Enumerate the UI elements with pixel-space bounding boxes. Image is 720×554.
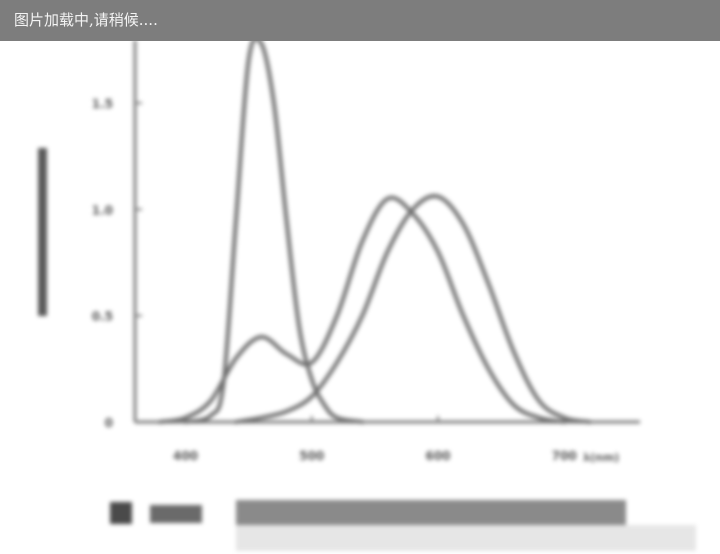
x-tick-label: 500 — [299, 449, 324, 463]
y-tick-label: 0.5 — [92, 310, 113, 324]
chart-decorations — [38, 148, 696, 551]
caption-number-mark — [150, 505, 202, 523]
chart-tick-labels: 0 0.5 1.0 1.5 400 500 600 700 λ(nm) — [92, 97, 620, 464]
series-line-3 — [234, 194, 592, 424]
caption-second-line-mark — [236, 525, 696, 551]
loading-banner-text: 图片加载中,请稍候.... — [14, 11, 158, 29]
x-tick-label: 700 — [552, 449, 577, 463]
x-tick-label: 400 — [173, 449, 198, 463]
caption-mark — [110, 502, 132, 524]
x-tick-label: 600 — [425, 449, 450, 463]
y-axis-title-mark — [38, 148, 47, 316]
x-axis-label: λ(nm) — [583, 451, 619, 464]
chart-series — [158, 36, 592, 424]
y-tick-label: 1.5 — [92, 97, 113, 111]
series-line-2 — [158, 195, 567, 424]
caption-text-mark — [236, 500, 626, 526]
series-line-1 — [183, 36, 365, 424]
y-tick-label: 1.0 — [92, 203, 113, 217]
loading-banner: 图片加载中,请稍候.... — [0, 0, 720, 41]
y-tick-label: 0 — [105, 416, 113, 430]
